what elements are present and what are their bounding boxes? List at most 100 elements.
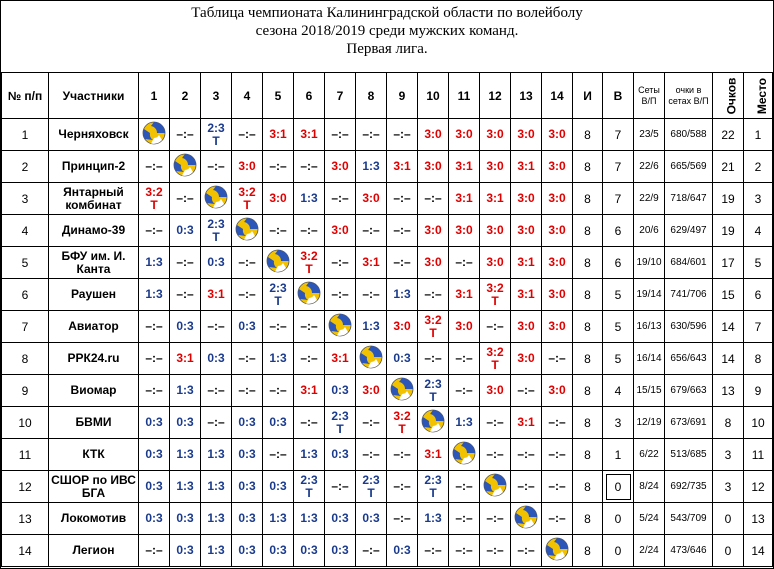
games: 8: [572, 278, 603, 311]
place: 14: [743, 534, 773, 567]
result-cell: [262, 246, 294, 279]
volleyball-icon: [297, 281, 321, 305]
result-cell: –:–: [169, 118, 201, 151]
wins: 1: [602, 438, 634, 471]
header-cell: № п/п: [1, 72, 49, 119]
volleyball-icon: [390, 377, 414, 401]
team-name: Принцип-2: [48, 150, 139, 183]
wins: 7: [602, 150, 634, 183]
team-name: КТК: [48, 438, 139, 471]
table-row: 14 Легион –:– 0:3 1:3 0:3 0:3 0:3 0:3 –:– 0:3 –:– –:…: [1, 534, 773, 567]
result-cell: 3:0: [479, 374, 511, 407]
result-cell: 3:0: [510, 214, 542, 247]
score-line: Т: [429, 485, 437, 500]
result-cell: 3:0: [510, 342, 542, 375]
result-cell: –:–: [355, 278, 387, 311]
place: 9: [743, 374, 773, 407]
team-name: БФУ им. И. Канта: [48, 246, 139, 279]
header-cell: 7: [324, 72, 356, 119]
result-cell: –:–: [231, 246, 263, 279]
result-cell: –:–: [386, 214, 418, 247]
result-cell: –:–: [138, 534, 170, 567]
row-number: 3: [1, 182, 49, 215]
result-cell: 1:3: [293, 502, 325, 535]
result-cell: 3:0: [541, 374, 573, 407]
result-cell: 0:3: [386, 342, 418, 375]
points: 21: [712, 150, 744, 183]
header-cell: 4: [231, 72, 263, 119]
header-cell: 9: [386, 72, 418, 119]
result-cell: 1:3: [448, 406, 480, 439]
result-cell: 3:2 Т: [386, 406, 418, 439]
points: 22: [712, 118, 744, 151]
result-cell: 1:3: [386, 278, 418, 311]
result-cell: –:–: [479, 534, 511, 567]
table-row: 3 Янтарный комбинат 3:2 Т –:– 3:2 Т 3:0 1:3 –:– 3:…: [1, 182, 773, 215]
score-line: Т: [491, 357, 499, 372]
games: 8: [572, 214, 603, 247]
result-cell: 0:3: [262, 534, 294, 567]
points: 3: [712, 470, 744, 503]
result-cell: –:–: [293, 214, 325, 247]
score-line: Т: [398, 421, 406, 436]
header-cell: 6: [293, 72, 325, 119]
result-cell: 0:3: [138, 438, 170, 471]
result-cell: 1:3: [169, 374, 201, 407]
games: 8: [572, 118, 603, 151]
table-row: 4 Динамо-39 –:– 0:3 2:3 Т –:– –:– 3:0 –:– –:– 3:0 3:…: [1, 214, 773, 247]
header-cell: 10: [417, 72, 449, 119]
sets: 8/24: [633, 470, 665, 503]
score-line: 3:2: [393, 408, 411, 423]
result-cell: 0:3: [231, 438, 263, 471]
result-cell: 3:0: [417, 150, 449, 183]
result-cell: –:–: [200, 374, 232, 407]
wins: 0: [602, 502, 634, 535]
result-cell: 3:0: [417, 246, 449, 279]
result-cell: –:–: [169, 278, 201, 311]
result-cell: 1:3: [293, 438, 325, 471]
header-cell: Сеты В/П: [633, 72, 665, 119]
place: 11: [743, 438, 773, 471]
volleyball-icon: [328, 313, 352, 337]
result-cell: 3:1: [169, 342, 201, 375]
result-cell: 1:3: [293, 182, 325, 215]
result-cell: 0:3: [138, 470, 170, 503]
team-name: Локомотив: [48, 502, 139, 535]
result-cell: 3:0: [510, 118, 542, 151]
games: 8: [572, 470, 603, 503]
result-cell: 3:1: [324, 342, 356, 375]
result-cell: –:–: [324, 118, 356, 151]
result-cell: –:–: [324, 470, 356, 503]
header-cell: 13: [510, 72, 542, 119]
result-cell: –:–: [262, 310, 294, 343]
result-cell: –:–: [138, 214, 170, 247]
result-cell: 3:1: [510, 246, 542, 279]
row-number: 11: [1, 438, 49, 471]
wins: 5: [602, 342, 634, 375]
result-cell: 2:3 Т: [324, 406, 356, 439]
wins: 7: [602, 182, 634, 215]
result-cell: 3:0: [479, 214, 511, 247]
sets: 6/22: [633, 438, 665, 471]
score-line: 2:3: [269, 280, 287, 295]
sets: 22/6: [633, 150, 665, 183]
header-cell: В: [602, 72, 634, 119]
volleyball-icon: [266, 249, 290, 273]
points: 15: [712, 278, 744, 311]
result-cell: 3:0: [479, 246, 511, 279]
result-cell: 3:0: [324, 150, 356, 183]
result-cell: [200, 182, 232, 215]
result-cell: 3:0: [510, 310, 542, 343]
volleyball-icon: [235, 217, 259, 241]
result-cell: –:–: [417, 342, 449, 375]
result-cell: –:–: [355, 406, 387, 439]
place: 1: [743, 118, 773, 151]
team-name: Легион: [48, 534, 139, 567]
result-cell: 3:1: [293, 374, 325, 407]
sets: 15/15: [633, 374, 665, 407]
result-cell: –:–: [541, 342, 573, 375]
result-cell: –:–: [200, 310, 232, 343]
games: 8: [572, 246, 603, 279]
result-cell: 3:0: [479, 150, 511, 183]
header-cell: очки в сетах В/П: [664, 72, 713, 119]
